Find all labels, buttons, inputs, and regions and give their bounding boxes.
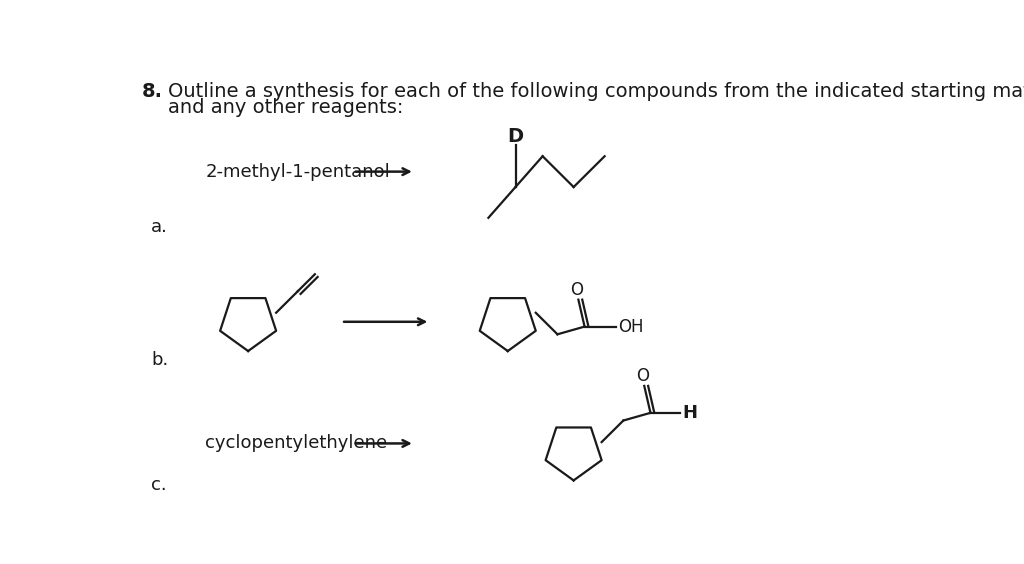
Text: OH: OH xyxy=(617,318,643,336)
Text: c.: c. xyxy=(152,476,167,494)
Text: Outline a synthesis for each of the following compounds from the indicated start: Outline a synthesis for each of the foll… xyxy=(168,82,1024,100)
Text: and any other reagents:: and any other reagents: xyxy=(168,99,403,117)
Text: a.: a. xyxy=(152,218,168,236)
Text: b.: b. xyxy=(152,351,169,369)
Text: 2-methyl-1-pentanol: 2-methyl-1-pentanol xyxy=(206,162,390,180)
Text: O: O xyxy=(570,281,584,299)
Text: 8.: 8. xyxy=(142,82,163,100)
Text: cyclopentylethylene: cyclopentylethylene xyxy=(206,434,388,452)
Text: D: D xyxy=(508,127,523,147)
Text: O: O xyxy=(636,367,649,385)
Text: H: H xyxy=(682,404,697,422)
